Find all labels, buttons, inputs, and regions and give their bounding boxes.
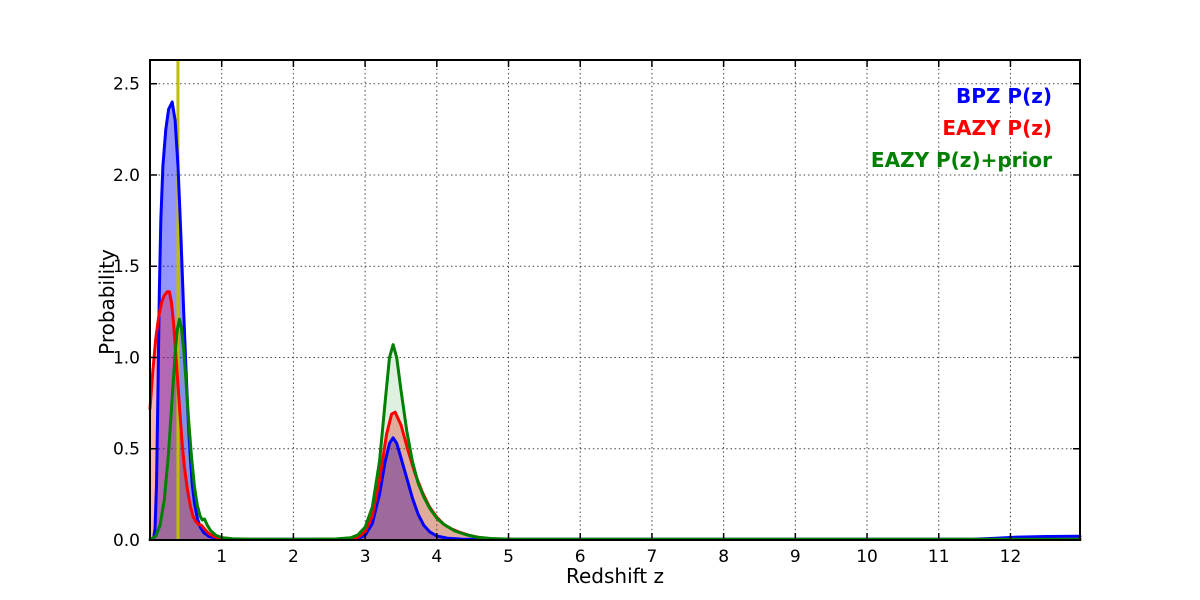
- legend-item-eazy: EAZY P(z): [942, 116, 1052, 140]
- x-tick-label: 12: [1000, 547, 1022, 567]
- y-tick-label: 2.5: [113, 75, 140, 95]
- legend-item-bpz: BPZ P(z): [956, 84, 1052, 108]
- y-axis-label: Probability: [95, 249, 119, 355]
- x-tick-label: 4: [431, 547, 442, 567]
- legend: BPZ P(z) EAZY P(z) EAZY P(z)+prior: [871, 80, 1052, 176]
- y-tick-label: 2.0: [113, 166, 140, 186]
- y-tick-label: 0.5: [113, 440, 140, 460]
- x-tick-label: 11: [928, 547, 950, 567]
- x-tick-label: 1: [216, 547, 227, 567]
- y-tick-label: 1.5: [113, 257, 140, 277]
- x-tick-label: 5: [503, 547, 514, 567]
- y-tick-label: 0.0: [113, 531, 140, 551]
- legend-item-eazy-prior: EAZY P(z)+prior: [870, 148, 1052, 172]
- x-tick-label: 8: [718, 547, 729, 567]
- x-tick-label: 6: [575, 547, 586, 567]
- x-tick-label: 7: [647, 547, 658, 567]
- x-tick-label: 3: [360, 547, 371, 567]
- x-tick-label: 9: [790, 547, 801, 567]
- series-fill-1: [150, 291, 1080, 540]
- x-tick-label: 10: [856, 547, 878, 567]
- plot-frame: [149, 59, 1081, 541]
- x-axis-label: Redshift z: [565, 564, 665, 588]
- series-fill-2: [150, 319, 1080, 540]
- series-line-1: [148, 290, 1082, 541]
- y-tick-label: 1.0: [113, 348, 140, 368]
- x-tick-label: 2: [288, 547, 299, 567]
- series-line-2: [148, 317, 1082, 541]
